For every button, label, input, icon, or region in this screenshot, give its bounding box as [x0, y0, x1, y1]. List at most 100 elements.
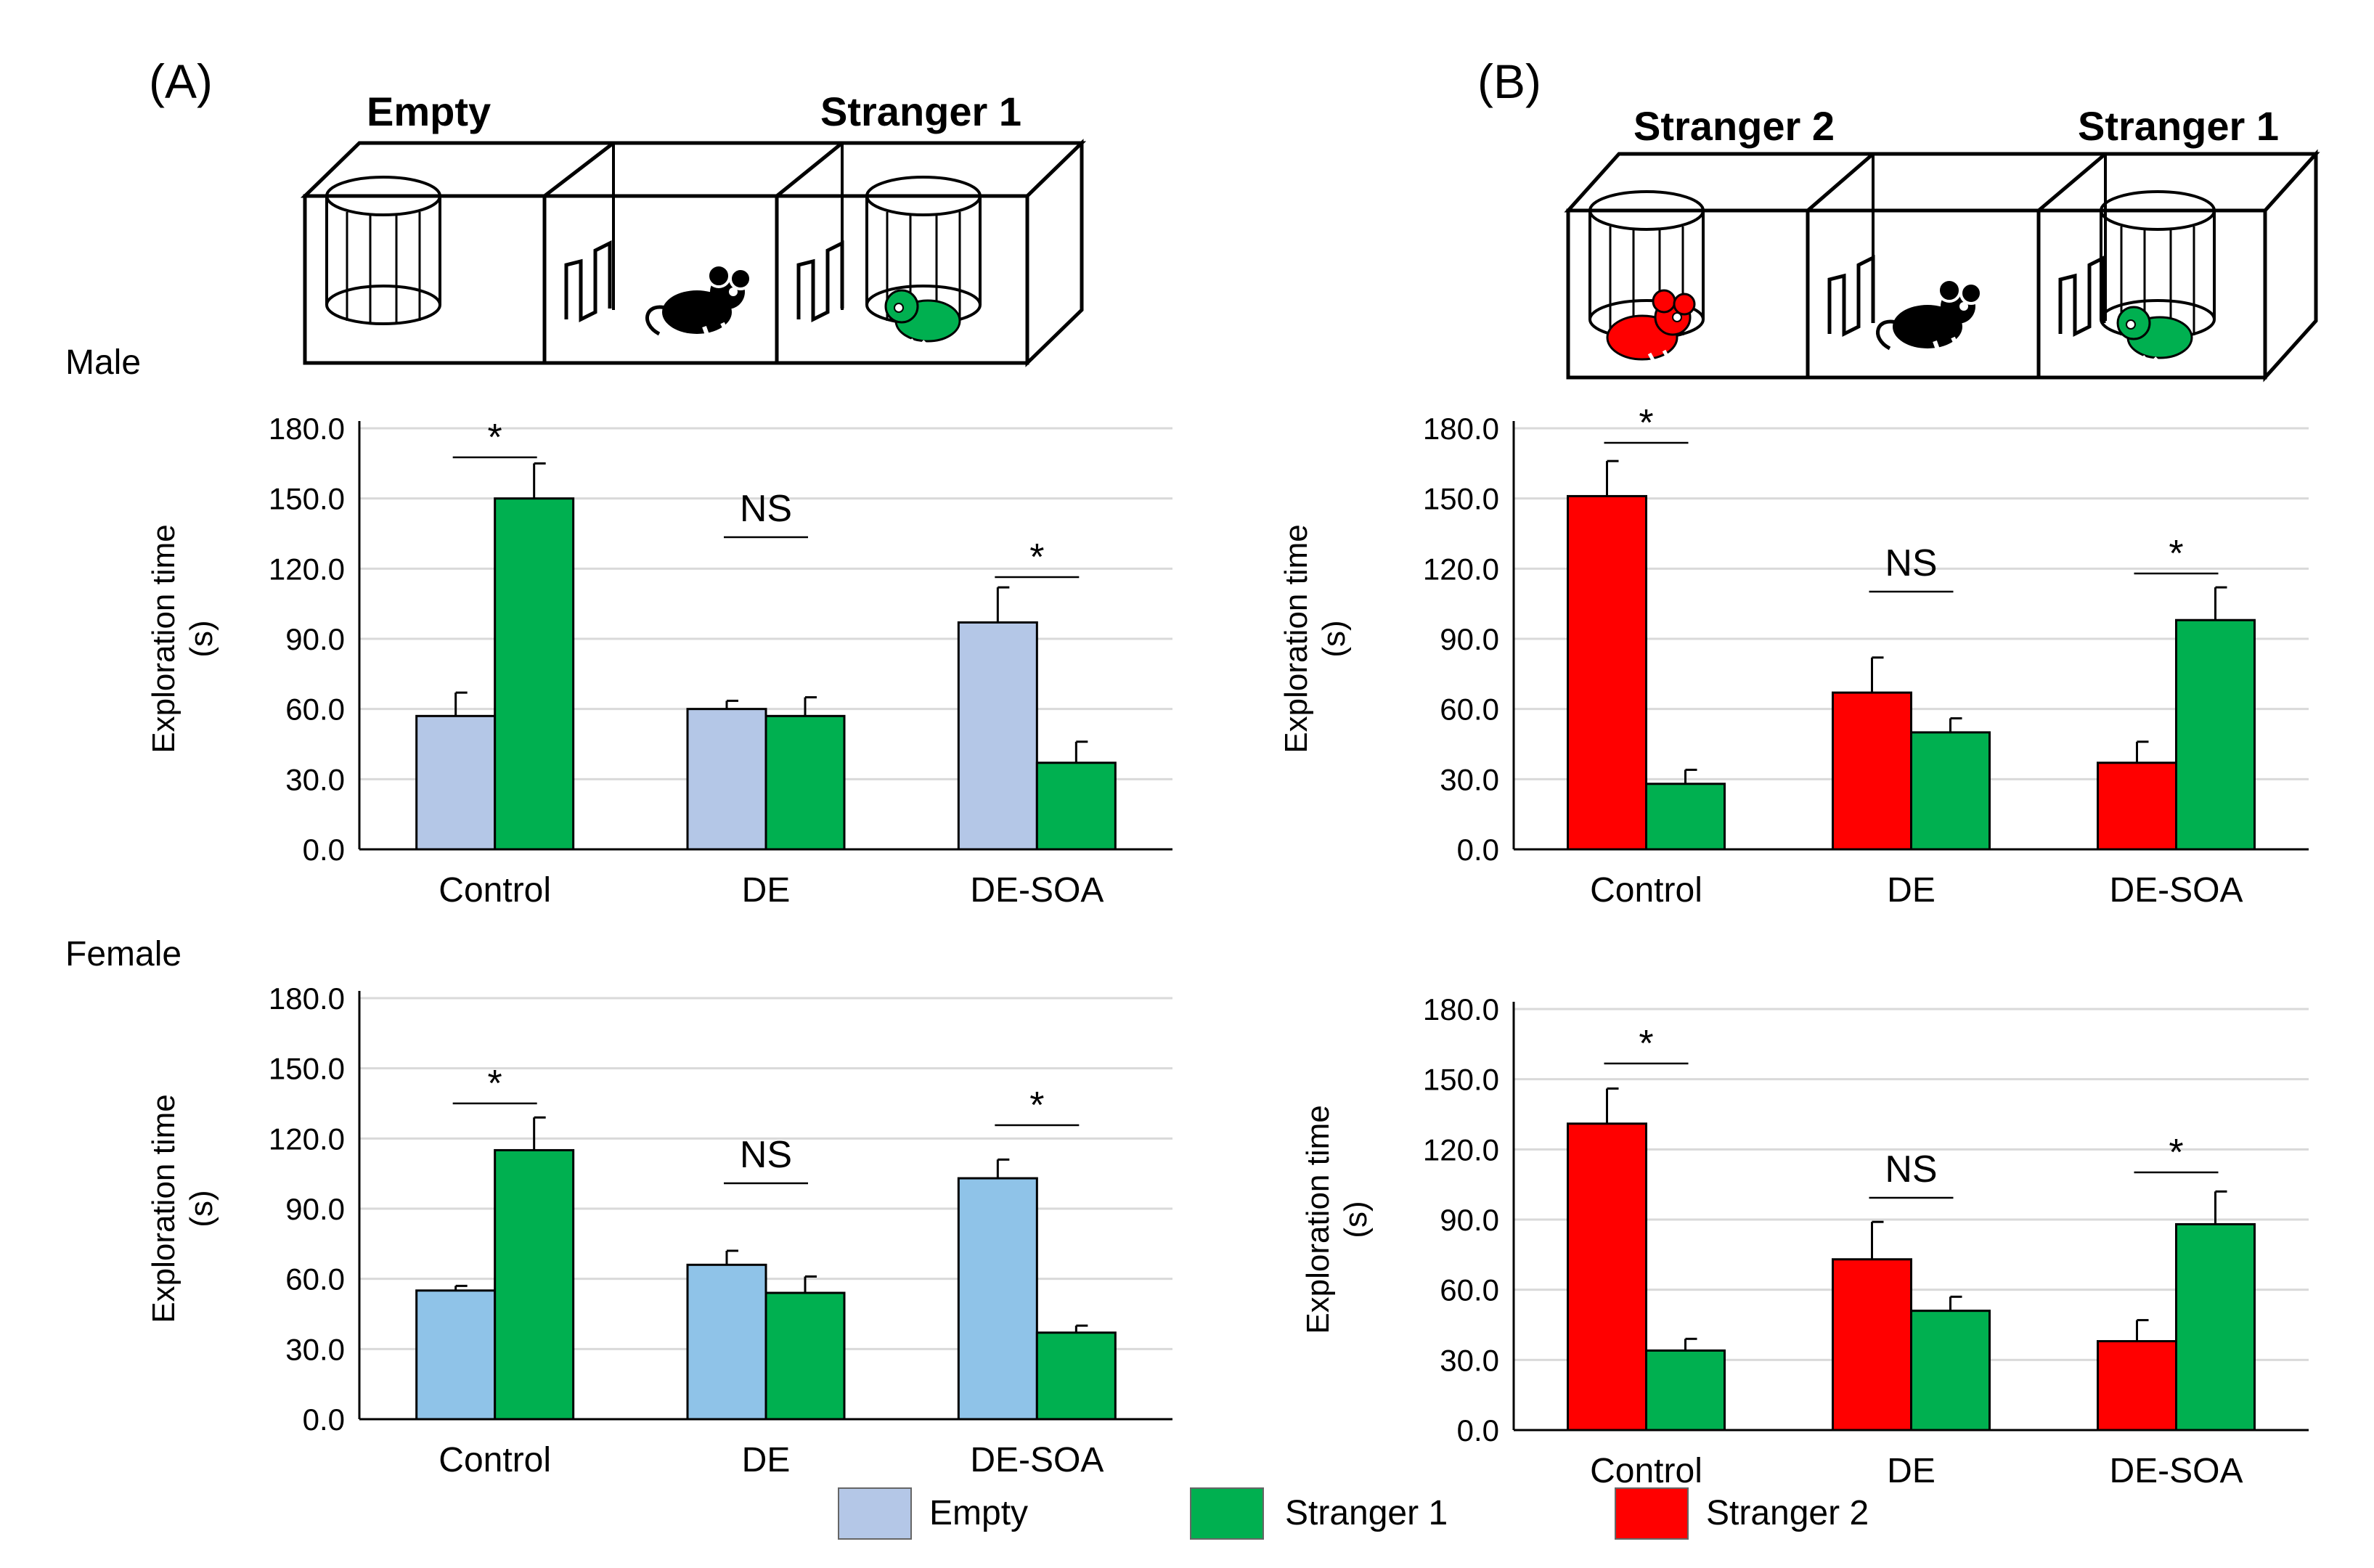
significance-marker: * — [1029, 1085, 1044, 1127]
panel-a-letter: (A) — [149, 54, 213, 108]
y-tick-label: 120.0 — [1423, 552, 1499, 586]
category-label: Control — [1590, 871, 1702, 910]
bar-stranger-2-control — [1567, 1122, 1647, 1432]
y-tick-label: 0.0 — [303, 1402, 345, 1437]
y-tick-label: 180.0 — [269, 981, 345, 1016]
chart-b-female: 0.0 30.0 60.0 90.0 120.0 150.0 180.0 Exploratio… — [1300, 992, 2309, 1490]
y-axis-unit: (s) — [1338, 1201, 1374, 1238]
legend-label-stranger-2: Stranger 2 — [1706, 1494, 1869, 1532]
category-label: Control — [439, 1441, 551, 1479]
legend-label-empty: Empty — [929, 1494, 1028, 1532]
category-label: DE-SOA — [2109, 1452, 2243, 1490]
y-tick-label: 0.0 — [1457, 833, 1499, 867]
bar-stranger-1-control — [494, 1148, 575, 1421]
bar-stranger-1-de — [1910, 731, 1991, 851]
significance-marker: * — [488, 417, 502, 459]
y-axis-label: Exploration time — [1278, 524, 1314, 753]
legend-label-stranger-1: Stranger 1 — [1285, 1494, 1448, 1532]
row-label-female: Female — [65, 935, 181, 973]
significance-marker: NS — [1885, 1148, 1937, 1191]
significance-marker: * — [1639, 1023, 1653, 1065]
significance-marker: * — [1639, 402, 1653, 444]
bar-stranger-1-de-soa — [1035, 1331, 1117, 1421]
y-tick-label: 60.0 — [285, 1262, 345, 1297]
y-tick-label: 30.0 — [1440, 1343, 1499, 1377]
y-tick-label: 120.0 — [269, 1122, 345, 1156]
y-tick-label: 0.0 — [303, 833, 345, 867]
y-axis-label: Exploration time — [1300, 1105, 1336, 1334]
y-tick-label: 60.0 — [285, 693, 345, 727]
category-label: Control — [439, 871, 551, 910]
y-tick-label: 120.0 — [269, 552, 345, 586]
y-tick-label: 60.0 — [1440, 1273, 1499, 1307]
y-tick-label: 180.0 — [269, 412, 345, 446]
bar-stranger-2-control — [1567, 494, 1647, 851]
legend: Empty Stranger 1 Stranger 2 — [838, 1487, 1869, 1540]
chart-a-female: 0.0 30.0 60.0 90.0 120.0 150.0 180.0 Exploratio… — [146, 981, 1172, 1479]
y-tick-label: 150.0 — [1423, 482, 1499, 516]
significance-marker: * — [488, 1063, 502, 1105]
y-tick-label: 90.0 — [285, 1192, 345, 1226]
bar-empty-de — [686, 708, 767, 851]
y-tick-label: 30.0 — [285, 762, 345, 796]
y-axis-label: Exploration time — [146, 1094, 181, 1323]
significance-marker: * — [2169, 1132, 2183, 1174]
y-tick-label: 180.0 — [1423, 412, 1499, 446]
bar-stranger-1-de — [764, 1291, 846, 1421]
apparatus-a-diagram — [300, 139, 1087, 367]
category-label: DE-SOA — [2109, 871, 2243, 910]
y-tick-label: 150.0 — [1423, 1063, 1499, 1097]
bar-stranger-1-control — [494, 497, 575, 851]
category-label: Control — [1590, 1452, 1702, 1490]
significance-marker: NS — [740, 1134, 792, 1176]
bar-empty-de — [686, 1263, 767, 1421]
y-tick-label: 150.0 — [269, 1052, 345, 1086]
bar-stranger-1-control — [1645, 783, 1726, 851]
category-label: DE — [742, 871, 791, 910]
y-axis-label: Exploration time — [146, 524, 181, 753]
apparatus-a-left-label: Empty — [367, 89, 491, 134]
y-tick-label: 0.0 — [1457, 1413, 1499, 1447]
apparatus-b-left-label: Stranger 2 — [1633, 103, 1835, 149]
apparatus-b-right-label: Stranger 1 — [2078, 103, 2279, 149]
bar-stranger-1-de — [1910, 1310, 1991, 1432]
y-tick-label: 180.0 — [1423, 992, 1499, 1026]
bar-empty-control — [415, 1289, 497, 1421]
y-axis-unit: (s) — [184, 620, 219, 657]
significance-marker: NS — [740, 488, 792, 530]
y-axis-unit: (s) — [184, 1190, 219, 1227]
apparatus-b-diagram — [1564, 149, 2320, 383]
y-tick-label: 90.0 — [285, 622, 345, 656]
bar-stranger-2-de-soa — [2097, 761, 2177, 851]
y-tick-label: 90.0 — [1440, 622, 1499, 656]
bar-stranger-1-control — [1645, 1349, 1726, 1432]
y-tick-label: 60.0 — [1440, 693, 1499, 727]
legend-swatch-empty — [838, 1487, 912, 1540]
bar-stranger-1-de-soa — [1035, 761, 1117, 851]
bar-stranger-1-de-soa — [2175, 618, 2256, 851]
y-tick-label: 120.0 — [1423, 1132, 1499, 1167]
legend-swatch-stranger-2 — [1615, 1487, 1689, 1540]
y-tick-label: 30.0 — [1440, 762, 1499, 796]
bar-stranger-1-de — [764, 714, 846, 851]
y-tick-label: 150.0 — [269, 482, 345, 516]
bar-empty-de-soa — [957, 621, 1038, 851]
y-axis-unit: (s) — [1316, 620, 1352, 657]
bar-stranger-2-de — [1832, 1258, 1912, 1432]
category-label: DE — [742, 1441, 791, 1479]
bar-stranger-1-de-soa — [2175, 1222, 2256, 1432]
bar-empty-control — [415, 714, 497, 851]
significance-marker: * — [1029, 536, 1044, 579]
category-label: DE-SOA — [970, 871, 1104, 910]
y-tick-label: 30.0 — [285, 1332, 345, 1366]
chart-b-male: 0.0 30.0 60.0 90.0 120.0 150.0 180.0 Exploratio… — [1278, 402, 2309, 910]
panel-b-letter: (B) — [1477, 54, 1541, 108]
bar-stranger-2-de — [1832, 691, 1912, 851]
significance-marker: NS — [1885, 542, 1937, 584]
y-tick-label: 90.0 — [1440, 1203, 1499, 1237]
significance-marker: * — [2169, 533, 2183, 575]
category-label: DE — [1887, 871, 1935, 910]
apparatus-a-right-label: Stranger 1 — [820, 89, 1021, 134]
category-label: DE — [1887, 1452, 1935, 1490]
